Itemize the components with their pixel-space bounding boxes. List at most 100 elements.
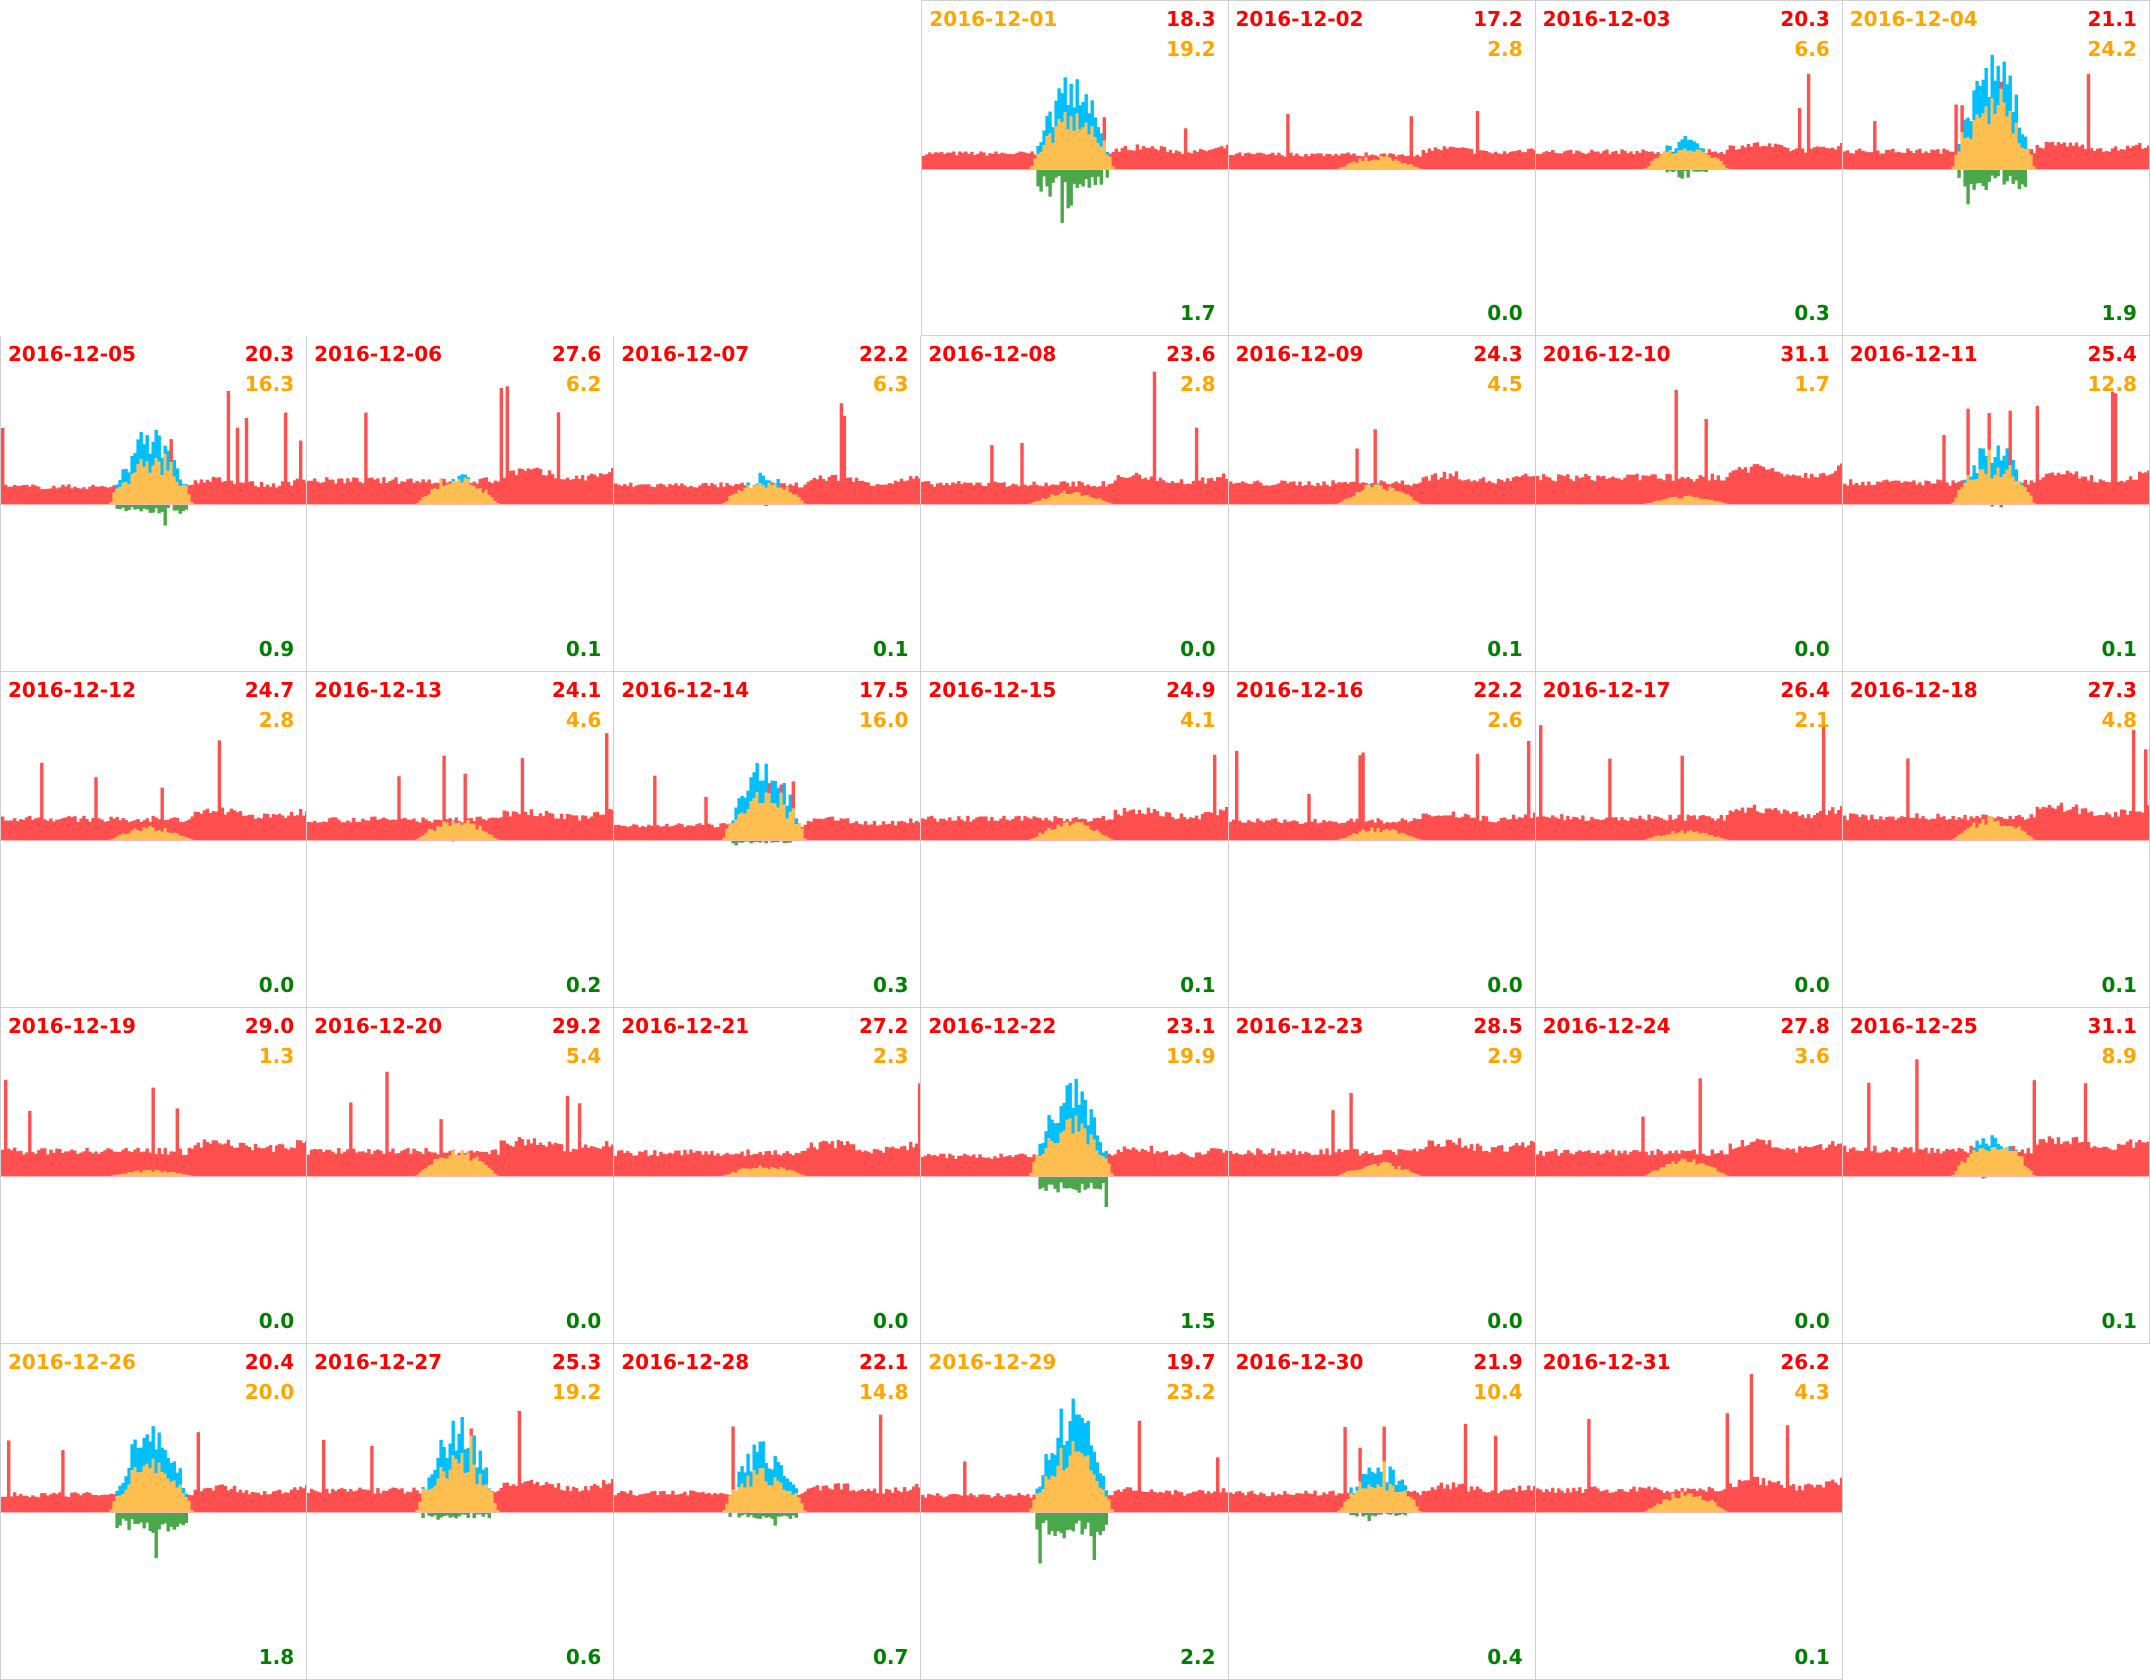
- solar-surplus-bar: [1065, 1440, 1070, 1468]
- consumption-bar: [1168, 1155, 1172, 1176]
- day-cell[interactable]: 2016-12-16 22.2 2.6 0.0: [1228, 672, 1536, 1008]
- solar-used-bar: [734, 819, 739, 840]
- day-date-label: 2016-12-15: [928, 678, 1057, 702]
- consumption-bar: [181, 1154, 185, 1175]
- grid-export-bar: [1388, 1512, 1392, 1515]
- consumption-bar: [1785, 810, 1789, 840]
- day-cell[interactable]: 2016-12-12 24.7 2.8 0.0: [0, 672, 308, 1008]
- consumption-bar: [1011, 819, 1016, 840]
- solar-surplus-bar: [1086, 1420, 1091, 1456]
- consumption-bar: [1279, 1154, 1284, 1176]
- consumption-bar: [1321, 1492, 1326, 1512]
- consumption-bar: [418, 1493, 422, 1502]
- consumption-bar: [346, 1491, 350, 1512]
- day-cell[interactable]: 2016-12-08 23.6 2.8 0.0: [921, 336, 1229, 672]
- solar-used-bar: [484, 1484, 489, 1512]
- consumption-bar: [1538, 725, 1543, 840]
- consumption-bar: [160, 787, 164, 832]
- consumption-bar: [674, 1150, 678, 1176]
- day-cell[interactable]: 2016-12-21 27.2 2.3 0.0: [614, 1008, 922, 1344]
- consumption-bar: [1204, 812, 1208, 840]
- consumption-bar: [1430, 816, 1434, 840]
- solar-used-bar: [451, 481, 456, 504]
- day-cell[interactable]: 2016-12-06 27.6 6.2 0.1: [307, 336, 615, 672]
- day-cell[interactable]: 2016-12-14 17.5 16.0 0.3: [614, 672, 922, 1008]
- day-cell[interactable]: 2016-12-28 22.1 14.8 0.7: [614, 1344, 922, 1680]
- solar-used-bar: [1653, 501, 1657, 504]
- consumption-bar: [1505, 1151, 1509, 1176]
- consumption-bar: [602, 1146, 606, 1176]
- day-cell[interactable]: 2016-12-13 24.1 4.6 0.2: [307, 672, 615, 1008]
- day-cell[interactable]: 2016-12-23 28.5 2.9 0.0: [1228, 1008, 1536, 1344]
- consumption-bar: [1761, 1478, 1765, 1512]
- day-cell[interactable]: 2016-12-29 19.7 23.2 2.2: [921, 1344, 1229, 1680]
- grid-export-bar: [743, 1512, 748, 1515]
- consumption-bar: [1457, 817, 1461, 840]
- consumption-bar: [478, 1151, 483, 1162]
- day-cell[interactable]: 2016-12-04 21.1 24.2 1.9: [1842, 0, 2150, 336]
- consumption-bar: [1496, 478, 1500, 504]
- day-cell[interactable]: 2016-12-18 27.3 4.8 0.1: [1842, 672, 2150, 1008]
- solar-used-bar: [1406, 164, 1410, 169]
- consumption-bar: [861, 1151, 865, 1176]
- solar-used-bar: [1056, 1143, 1061, 1176]
- day-cell[interactable]: 2016-12-07 22.2 6.3 0.1: [614, 336, 922, 672]
- day-cell[interactable]: 2016-12-26 20.4 20.0 1.8: [0, 1344, 308, 1680]
- consumption-bar: [1520, 475, 1524, 504]
- day-cell[interactable]: 2016-12-03 20.3 6.6 0.3: [1535, 0, 1843, 336]
- consumption-bar: [1493, 483, 1497, 504]
- grid-export-bar: [160, 1512, 164, 1525]
- solar-surplus-bar: [2020, 134, 2024, 148]
- consumption-bar: [1785, 1425, 1789, 1512]
- consumption-bar: [325, 1488, 329, 1512]
- solar-used-bar: [1698, 149, 1702, 169]
- day-cell[interactable]: 2016-12-01 18.3 19.2 1.7: [921, 0, 1229, 336]
- day-cell[interactable]: 2016-12-10 31.1 1.7 0.0: [1535, 336, 1843, 672]
- solar-used-bar: [1062, 1470, 1067, 1512]
- solar-used-bar: [2020, 485, 2024, 504]
- consumption-bar: [1866, 820, 1871, 840]
- solar-used-bar: [2011, 133, 2015, 169]
- consumption-bar: [484, 1151, 489, 1166]
- consumption-bar: [629, 482, 633, 504]
- day-cell[interactable]: 2016-12-25 31.1 8.9 0.1: [1842, 1008, 2150, 1344]
- solar-used-bar: [1415, 167, 1419, 169]
- solar-used-bar: [1342, 166, 1347, 169]
- day-cell[interactable]: 2016-12-27 25.3 19.2 0.6: [307, 1344, 615, 1680]
- day-cell[interactable]: 2016-12-19 29.0 1.3 0.0: [0, 1008, 308, 1344]
- solar-used-bar: [1357, 492, 1362, 504]
- day-cell[interactable]: 2016-12-30 21.9 10.4 0.4: [1228, 1344, 1536, 1680]
- day-cell[interactable]: 2016-12-31 26.2 4.3 0.1: [1535, 1344, 1843, 1680]
- solar-used-bar: [1403, 1490, 1407, 1512]
- consumption-bar: [581, 815, 585, 840]
- day-cell[interactable]: 2016-12-24 27.8 3.6 0.0: [1535, 1008, 1843, 1344]
- consumption-bar: [1854, 1150, 1859, 1176]
- day-cell[interactable]: 2016-12-05 20.3 16.3 0.9: [0, 336, 308, 672]
- day-cell[interactable]: 2016-12-17 26.4 2.1 0.0: [1535, 672, 1843, 1008]
- solar-used-bar: [764, 1481, 769, 1512]
- day-cell[interactable]: 2016-12-22 23.1 19.9 1.5: [921, 1008, 1229, 1344]
- solar-used-bar: [2017, 826, 2021, 840]
- consumption-bar: [337, 1148, 341, 1176]
- consumption-bar: [1734, 809, 1738, 840]
- consumption-bar: [1951, 151, 1955, 167]
- consumption-bar: [937, 152, 941, 169]
- consumption-bar: [529, 469, 534, 504]
- consumption-bar: [812, 818, 817, 840]
- solar-used-bar: [1981, 1148, 1985, 1176]
- day-cell[interactable]: 2016-12-20 29.2 5.4 0.0: [307, 1008, 615, 1344]
- day-cell[interactable]: 2016-12-09 24.3 4.5 0.1: [1228, 336, 1536, 672]
- consumption-bar: [1695, 1490, 1699, 1497]
- grid-export-bar: [1038, 1176, 1043, 1190]
- consumption-bar: [812, 478, 817, 504]
- day-cell[interactable]: 2016-12-02 17.2 2.8 0.0: [1228, 0, 1536, 336]
- consumption-bar: [1336, 1493, 1341, 1511]
- consumption-bar: [1156, 480, 1160, 504]
- consumption-bar: [1791, 811, 1795, 840]
- consumption-bar: [1487, 152, 1491, 169]
- day-cell[interactable]: 2016-12-15 24.9 4.1 0.1: [921, 672, 1229, 1008]
- solar-used-bar: [1038, 1156, 1043, 1176]
- solar-used-bar: [743, 813, 748, 840]
- consumption-bar: [578, 820, 582, 840]
- day-cell[interactable]: 2016-12-11 25.4 12.8 0.1: [1842, 336, 2150, 672]
